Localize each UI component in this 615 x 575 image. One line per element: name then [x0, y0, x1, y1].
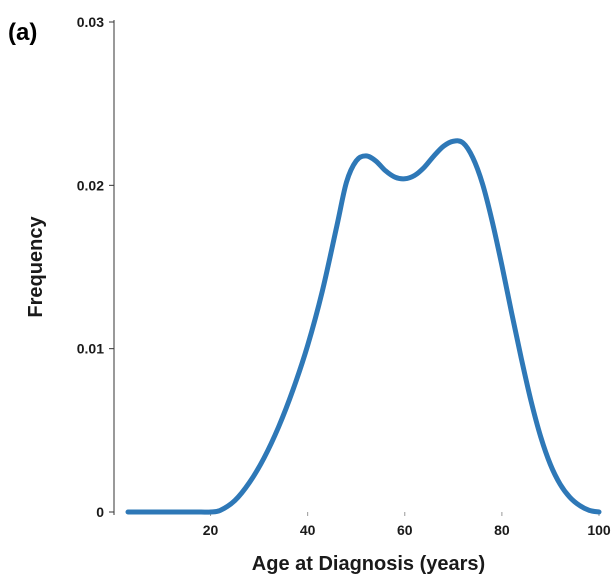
- x-axis-title: Age at Diagnosis (years): [252, 553, 485, 575]
- y-tick-label: 0.02: [77, 177, 104, 193]
- x-tick-label: 80: [494, 522, 510, 538]
- x-tick-label: 20: [203, 522, 219, 538]
- density-curve: [125, 138, 602, 515]
- x-tick-label: 40: [300, 522, 316, 538]
- y-tick-label: 0.03: [77, 14, 104, 30]
- x-axis: 20 40 60 80 100: [203, 512, 611, 538]
- y-axis-title: Frequency: [25, 216, 47, 318]
- y-axis: 0 0.01 0.02 0.03: [77, 14, 115, 520]
- y-tick-label: 0: [96, 504, 104, 520]
- panel-label: (a): [8, 19, 37, 46]
- series-layer: [125, 138, 602, 515]
- x-tick-label: 100: [587, 522, 611, 538]
- y-tick-label: 0.01: [77, 341, 104, 357]
- x-tick-label: 60: [397, 522, 413, 538]
